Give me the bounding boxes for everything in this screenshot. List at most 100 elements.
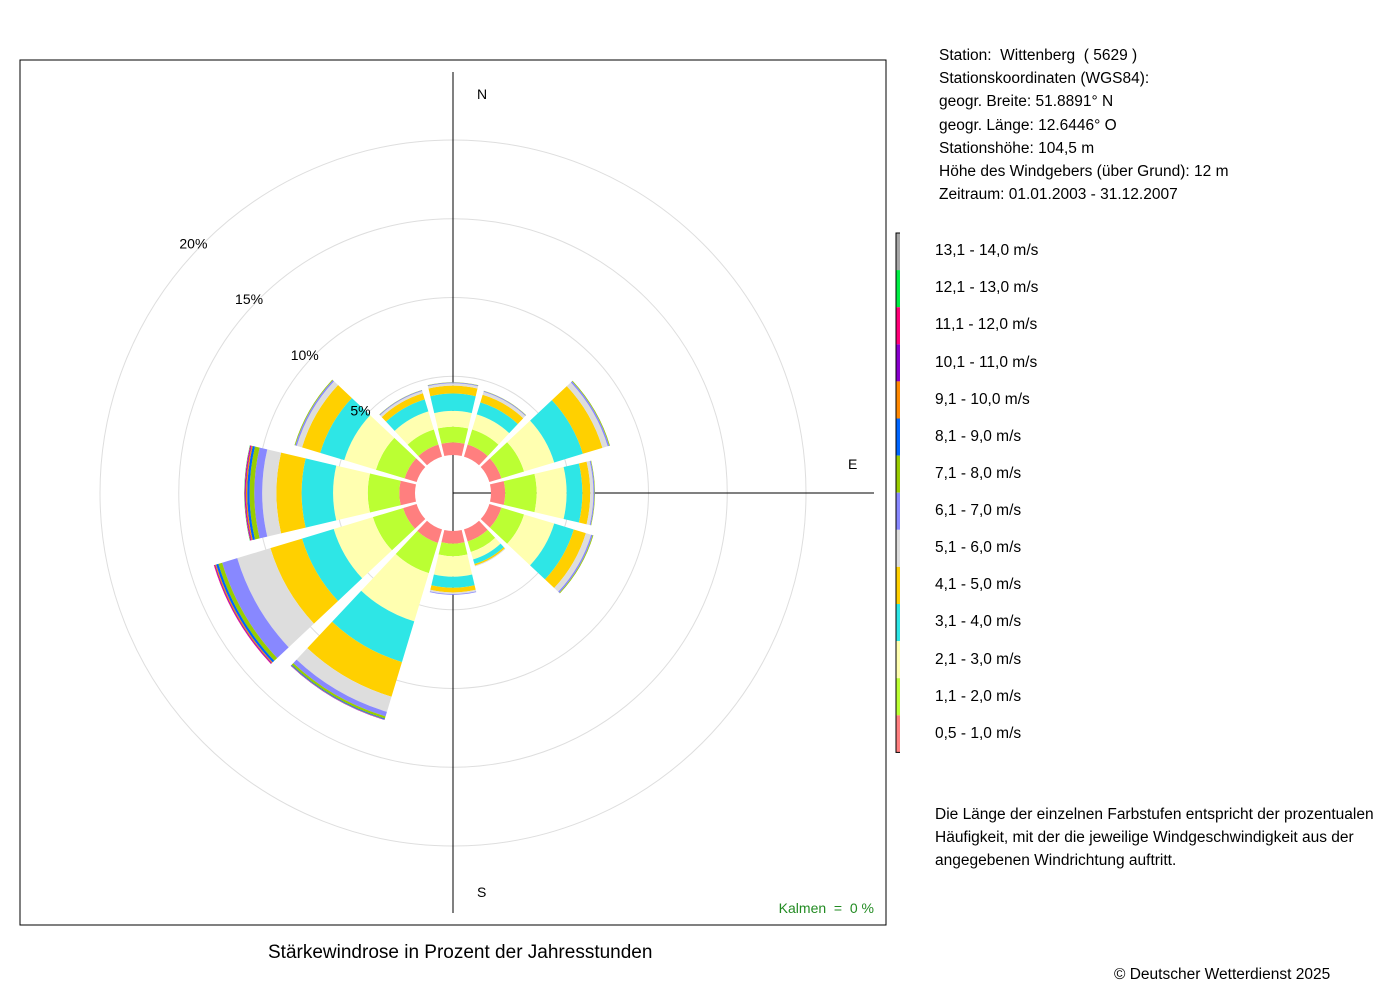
radial-tick-label: 5% <box>350 402 370 418</box>
sector-segment <box>427 382 479 386</box>
sector-segment <box>293 659 387 717</box>
legend-swatch <box>896 715 900 753</box>
legend-color-bar <box>895 232 900 753</box>
station-line: Stationshöhe: 104,5 m <box>939 139 1095 157</box>
station-line: Stationskoordinaten (WGS84): <box>939 70 1150 88</box>
sector-segment <box>249 446 260 540</box>
sector-segment <box>480 503 502 528</box>
sector-segment <box>247 446 255 540</box>
sector-segment <box>332 590 415 663</box>
sector-segment <box>372 508 415 551</box>
sector-segment <box>380 391 423 418</box>
station-info: Station: Wittenberg ( 5629 ) Stationskoo… <box>939 44 1228 206</box>
chart-title: Stärkewindrose in Prozent der Jahresstun… <box>268 942 653 963</box>
sector-segment <box>507 514 555 566</box>
sector-segment <box>563 463 583 523</box>
sector-segment <box>381 393 425 422</box>
sector-segment <box>438 542 468 557</box>
sector-segment <box>482 391 526 419</box>
sector-segment <box>244 445 251 541</box>
legend-label: 5,1 - 6,0 m/s <box>935 539 1022 556</box>
sector-segment <box>276 452 306 534</box>
sector-segment <box>589 460 595 526</box>
legend-swatch <box>896 307 900 345</box>
copyright: © Deutscher Wetterdienst 2025 <box>1114 966 1331 983</box>
legend-label: 13,1 - 14,0 m/s <box>935 242 1039 259</box>
sector-segment <box>301 458 337 528</box>
station-line: Höhe des Windgebers (über Grund): 12 m <box>939 163 1229 181</box>
legend-frame <box>895 232 900 753</box>
sector-segment <box>470 537 501 560</box>
sector-segment <box>473 543 504 565</box>
sector-segment <box>463 520 488 542</box>
sector-segment <box>262 449 282 537</box>
legend-label: 12,1 - 13,0 m/s <box>935 279 1039 296</box>
note-line: Die Länge der einzelnen Farbstufen entsp… <box>935 806 1374 823</box>
sector-segment <box>429 589 477 594</box>
note-line: Häufigkeit, mit der die jeweilige Windge… <box>935 829 1354 847</box>
sector-segment <box>530 523 574 580</box>
sector-segment <box>375 437 417 479</box>
note-line: angegebenen Windrichtung auftritt. <box>935 852 1177 870</box>
legend-swatch <box>896 418 900 456</box>
legend-swatch <box>896 344 900 382</box>
sector-segment <box>333 465 371 521</box>
sector-segment <box>434 410 472 429</box>
sector-segment <box>270 538 339 624</box>
radial-tick-label: 10% <box>291 347 319 363</box>
sector-segment <box>503 473 537 513</box>
explanation-note: Die Länge der einzelnen Farbstufen entsp… <box>935 803 1374 873</box>
sector-segment <box>246 445 253 541</box>
compass-label-e: E <box>848 456 857 472</box>
legend-label: 11,1 - 12,0 m/s <box>935 316 1038 333</box>
sector-segment <box>431 574 475 588</box>
sector-segment <box>222 558 289 659</box>
legend-label: 1,1 - 2,0 m/s <box>935 688 1022 705</box>
sector-segment <box>395 531 438 574</box>
sector-segment <box>403 503 426 529</box>
station-line: Station: Wittenberg ( 5629 ) <box>939 47 1138 64</box>
legend-swatch <box>896 455 900 493</box>
sector-segment <box>418 444 443 466</box>
legend-label: 0,5 - 1,0 m/s <box>935 725 1022 742</box>
sector-segment <box>367 473 401 513</box>
radial-tick-label: 20% <box>179 235 207 251</box>
sector-segment <box>320 397 371 461</box>
legend-swatch <box>896 233 900 271</box>
sector-segment <box>245 445 252 541</box>
sector-segment <box>544 529 586 589</box>
sector-segment <box>344 415 395 470</box>
wind-sectors <box>213 379 611 720</box>
radial-tick-labels: 5% 10% 15% 20% <box>179 235 370 418</box>
wind-rose-chart: 5% 10% 15% 20% N E S Kalmen = 0 % <box>19 59 900 926</box>
legend-swatch <box>896 641 900 679</box>
sector-segment <box>430 393 476 414</box>
sector-segment <box>433 554 473 577</box>
plot-frame <box>19 59 887 926</box>
sector-segment <box>302 529 363 601</box>
sector-segment <box>467 429 499 457</box>
sector-segment <box>566 382 608 448</box>
sector-segment <box>244 445 251 541</box>
sector-segment <box>302 385 352 453</box>
sector-segment <box>417 520 443 543</box>
legend-label: 7,1 - 8,0 m/s <box>935 465 1022 482</box>
radial-tick-label: 15% <box>235 291 263 307</box>
station-line: geogr. Länge: 12.6446° O <box>939 116 1117 134</box>
sector-segment <box>254 447 268 539</box>
sector-segment <box>428 385 478 397</box>
legend-swatch <box>896 529 900 567</box>
sector-segment <box>237 548 314 648</box>
sector-segment <box>578 461 591 525</box>
sector-segment <box>489 481 506 505</box>
sector-segment <box>534 467 567 519</box>
sector-segment <box>361 553 429 622</box>
legend-label: 9,1 - 10,0 m/s <box>935 391 1030 408</box>
sector-segment <box>218 562 278 661</box>
legend-swatch <box>896 381 900 419</box>
sector-segment <box>489 507 525 544</box>
sector-segment <box>467 529 496 552</box>
sector-segment <box>441 529 465 544</box>
legend-label: 4,1 - 5,0 m/s <box>935 576 1022 593</box>
compass-label-n: N <box>477 86 487 102</box>
